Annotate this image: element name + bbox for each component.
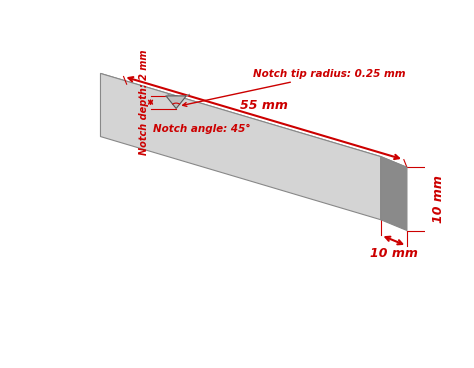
Text: Notch angle: 45°: Notch angle: 45°	[153, 124, 251, 134]
Text: 10 mm: 10 mm	[370, 247, 418, 260]
Text: 10 mm: 10 mm	[431, 175, 445, 223]
Polygon shape	[100, 74, 407, 167]
Polygon shape	[381, 156, 407, 230]
Polygon shape	[166, 96, 186, 109]
Text: Notch depth: 2 mm: Notch depth: 2 mm	[139, 49, 149, 155]
Text: Notch tip radius: 0.25 mm: Notch tip radius: 0.25 mm	[182, 69, 406, 106]
Text: 55 mm: 55 mm	[240, 99, 288, 112]
Polygon shape	[100, 74, 381, 220]
